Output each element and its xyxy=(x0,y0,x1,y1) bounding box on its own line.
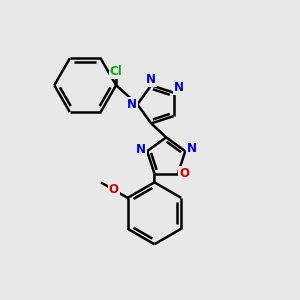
Text: O: O xyxy=(109,183,118,196)
Text: N: N xyxy=(187,142,197,155)
Text: N: N xyxy=(127,98,137,111)
Text: N: N xyxy=(146,73,156,86)
Text: N: N xyxy=(136,143,146,156)
Text: Cl: Cl xyxy=(110,65,122,79)
Text: N: N xyxy=(174,81,184,94)
Text: O: O xyxy=(179,167,189,180)
